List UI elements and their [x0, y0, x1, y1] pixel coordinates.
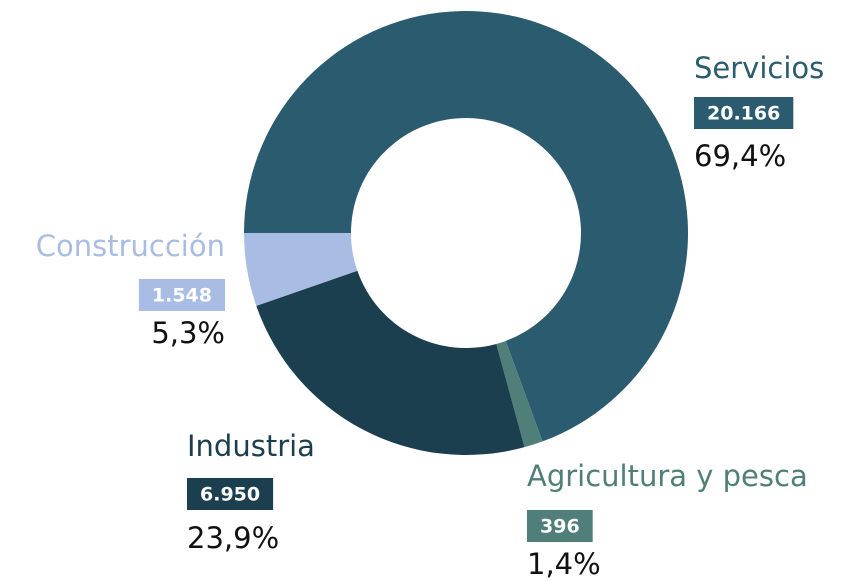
- value-badge: [187, 478, 274, 510]
- donut-slice: [256, 270, 525, 455]
- percent-label: 5,3%: [151, 316, 225, 350]
- value-label: 1.548: [152, 285, 212, 307]
- donut-slice: [244, 11, 689, 442]
- value-badge: [138, 279, 225, 311]
- value-label: 20.166: [707, 103, 780, 125]
- percent-label: 1,4%: [527, 547, 601, 581]
- percent-label: 23,9%: [187, 521, 279, 555]
- slice-label: Industria: [187, 429, 315, 463]
- slice-label: Servicios: [694, 51, 824, 85]
- slice-label: Construcción: [36, 229, 225, 263]
- donut-slice: [496, 340, 543, 448]
- value-badge: [527, 510, 593, 542]
- value-badge: [694, 97, 794, 129]
- value-label: 6.950: [200, 484, 260, 506]
- slice-label: Agricultura y pesca: [527, 459, 808, 493]
- donut-slice: [244, 233, 358, 306]
- percent-label: 69,4%: [694, 139, 786, 173]
- value-label: 396: [540, 516, 580, 538]
